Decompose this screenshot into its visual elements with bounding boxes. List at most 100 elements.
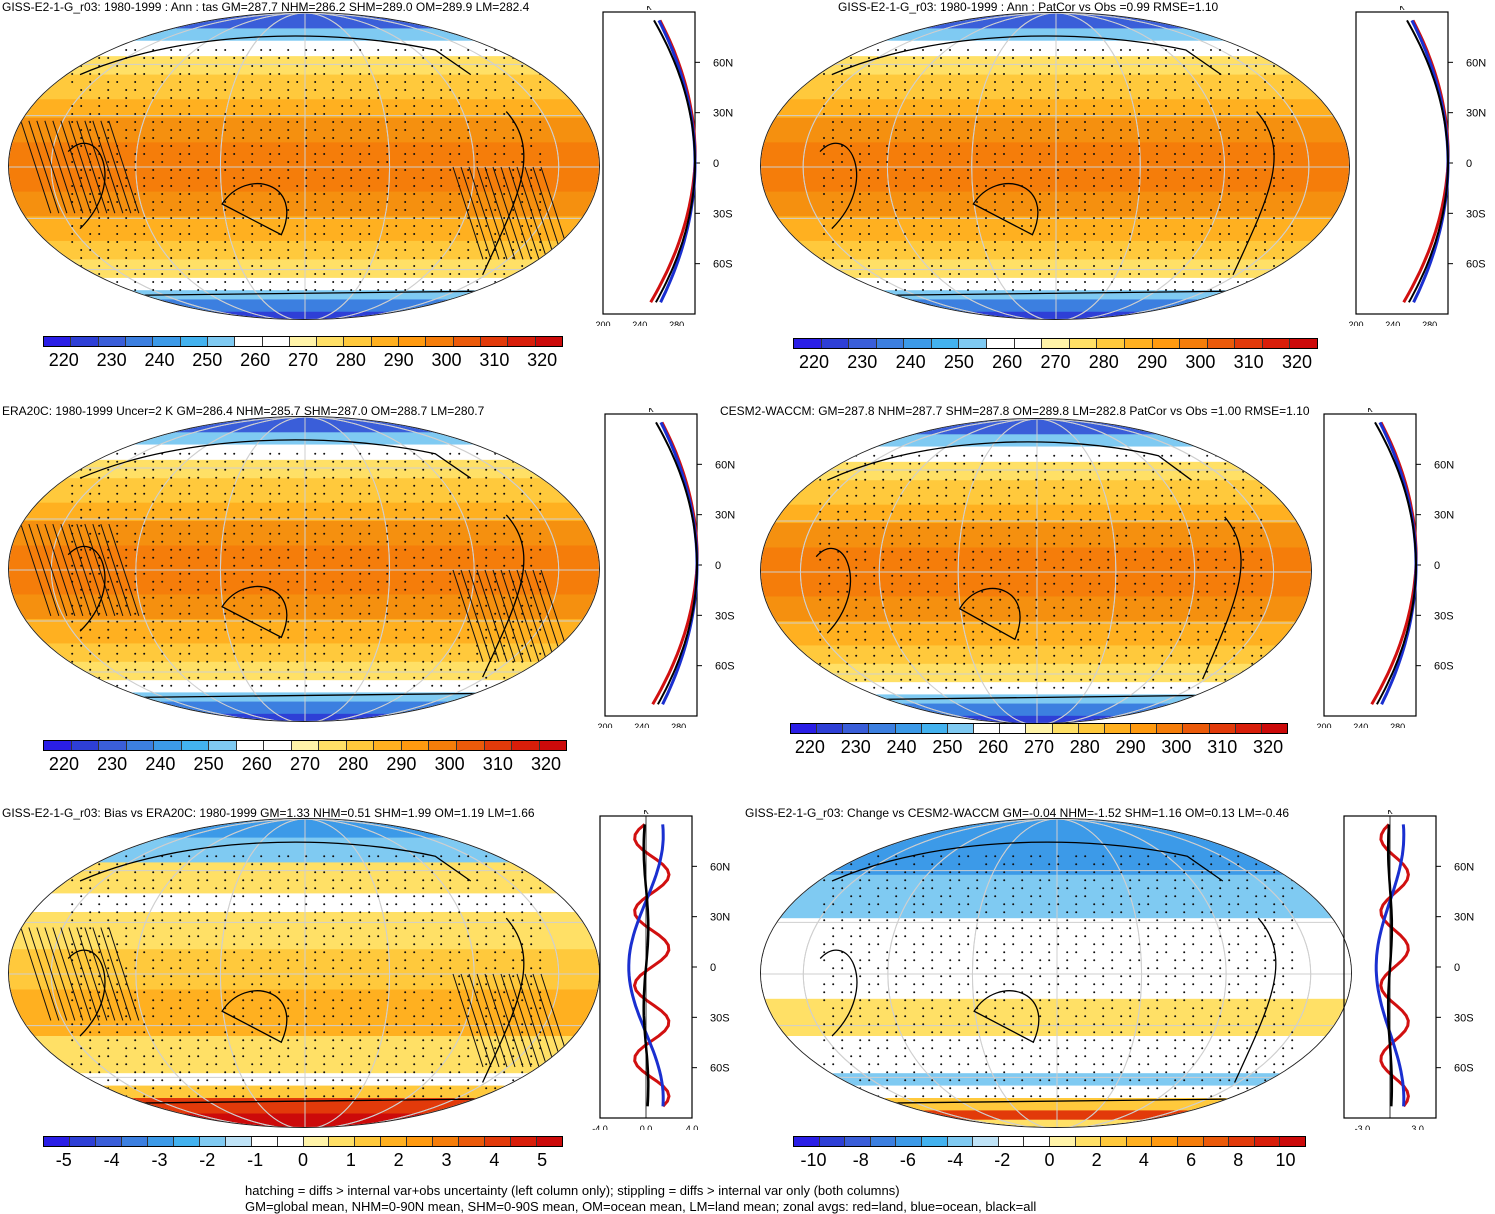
colorbar-tick-label: 5	[537, 1150, 547, 1171]
colorbar-tick-label: 280	[336, 350, 366, 371]
colorbar-cell	[871, 1137, 897, 1146]
zonal-lat-label: 30N	[1454, 912, 1474, 924]
colorbar-cell	[896, 1137, 922, 1146]
zonal-unit-label: K	[646, 6, 652, 12]
colorbar-tick-label: 260	[242, 754, 272, 775]
colorbar-tick-label: 240	[145, 754, 175, 775]
colorbar-cell	[263, 337, 290, 346]
colorbar-cell	[44, 337, 71, 346]
colorbar-cell	[1070, 339, 1098, 348]
footer-line-1: hatching = diffs > internal var+obs unce…	[245, 1183, 900, 1198]
colorbar-cell	[347, 741, 375, 750]
colorbar-cell	[1290, 339, 1317, 348]
colorbar-cell	[948, 724, 974, 733]
colorbar-cell	[791, 724, 817, 733]
colorbar-cell	[1042, 339, 1070, 348]
colorbar-tick-label: 240	[887, 737, 917, 758]
colorbar-tick-label: 3	[442, 1150, 452, 1171]
colorbar-cell	[1076, 1137, 1102, 1146]
colorbar-tick-label: -5	[56, 1150, 72, 1171]
colorbar-cell	[817, 724, 843, 733]
zonal-lat-label: 0	[713, 158, 719, 170]
colorbar-cell	[457, 741, 485, 750]
colorbar-cell	[1050, 1137, 1076, 1146]
colorbar-tick-label: 320	[531, 754, 561, 775]
world-map	[8, 818, 600, 1128]
colorbar-cell	[1053, 724, 1079, 733]
colorbar-tick-label: 250	[944, 352, 974, 373]
colorbar-tick-label: 220	[799, 352, 829, 373]
colorbar-cell	[459, 1137, 485, 1146]
colorbar-cell	[44, 1137, 70, 1146]
colorbar-cell	[1079, 724, 1105, 733]
colorbar-cell	[512, 741, 540, 750]
colorbar-tick-label: 220	[49, 350, 79, 371]
colorbar-cell	[987, 339, 1015, 348]
colorbar-cell	[96, 1137, 122, 1146]
zonal-lat-label: 60N	[710, 861, 730, 873]
colorbar-tick-label: -4	[947, 1150, 963, 1171]
zonal-lat-label: 30N	[710, 912, 730, 924]
colorbar-cell	[1097, 339, 1125, 348]
zonal-x-tick-label: 200	[597, 722, 612, 728]
colorbar-cell	[235, 337, 262, 346]
colorbar-cell	[426, 337, 453, 346]
colorbar-cell	[433, 1137, 459, 1146]
colorbar-cell	[959, 339, 987, 348]
colorbar-tick-label: 270	[1040, 352, 1070, 373]
panel-title: GISS-E2-1-G_r03: Change vs CESM2-WACCM G…	[745, 806, 1289, 820]
zonal-x-tick-label: -3.0	[1355, 1124, 1371, 1130]
colorbar-tick-label: 280	[1070, 737, 1100, 758]
colorbar-tick-label: 310	[479, 350, 509, 371]
colorbar-tick-label: -2	[994, 1150, 1010, 1171]
panel-title: GISS-E2-1-G_r03: Bias vs ERA20C: 1980-19…	[2, 806, 535, 820]
colorbar-cell	[399, 337, 426, 346]
colorbar-cell	[317, 337, 344, 346]
colorbar-cell	[381, 1137, 407, 1146]
colorbar-tick-label: 290	[1116, 737, 1146, 758]
colorbar-tick-label: 2	[1092, 1150, 1102, 1171]
zonal-lat-label: 30S	[713, 208, 733, 220]
colorbar-tick-label: 280	[1089, 352, 1119, 373]
colorbar-cell	[974, 724, 1000, 733]
zonal-x-tick-label: 200	[595, 320, 610, 326]
zonal-lat-label: 60N	[1466, 57, 1486, 69]
colorbar-cell	[537, 1137, 562, 1146]
colorbar-tick-label: 280	[338, 754, 368, 775]
zonal-lat-label: 30S	[710, 1012, 730, 1024]
colorbar-cell	[820, 1137, 846, 1146]
colorbar-tick-label: 320	[527, 350, 557, 371]
colorbar-cell	[845, 1137, 871, 1146]
colorbar-cell	[174, 1137, 200, 1146]
zonal-x-tick-label: 200	[1316, 722, 1331, 728]
zonal-lat-label: 30S	[1454, 1012, 1474, 1024]
colorbar-cell	[182, 741, 210, 750]
colorbar-tick-label: 270	[1024, 737, 1054, 758]
colorbar-tick-label: 310	[483, 754, 513, 775]
zonal-lat-label: 60S	[713, 259, 733, 271]
zonal-x-tick-label: 4.0	[686, 1124, 699, 1130]
colorbar-cell	[72, 741, 100, 750]
zonal-lat-label: 30N	[1466, 108, 1486, 120]
colorbar-tick-label: 4	[489, 1150, 499, 1171]
colorbar-tick-label: 0	[298, 1150, 308, 1171]
colorbar-tick-label: 230	[847, 352, 877, 373]
colorbar-tick-label: 320	[1282, 352, 1312, 373]
colorbar-tick-label: 290	[1137, 352, 1167, 373]
zonal-x-tick-label: 240	[1385, 320, 1400, 326]
zonal-lat-label: 60N	[1454, 861, 1474, 873]
colorbar-cell	[1105, 724, 1131, 733]
colorbar-cell	[849, 339, 877, 348]
zonal-lat-label: 0	[715, 560, 721, 572]
zonal-x-tick-label: -4.0	[592, 1124, 608, 1130]
colorbar-cell	[402, 741, 430, 750]
colorbar-cell	[508, 337, 535, 346]
colorbar-cell	[1125, 339, 1153, 348]
colorbar-tick-label: 300	[431, 350, 461, 371]
colorbar-cell	[1127, 1137, 1153, 1146]
zonal-lat-label: 0	[1454, 962, 1460, 974]
colorbar-cell	[304, 1137, 330, 1146]
zonal-x-tick-label: 240	[634, 722, 649, 728]
colorbar-cell	[153, 337, 180, 346]
